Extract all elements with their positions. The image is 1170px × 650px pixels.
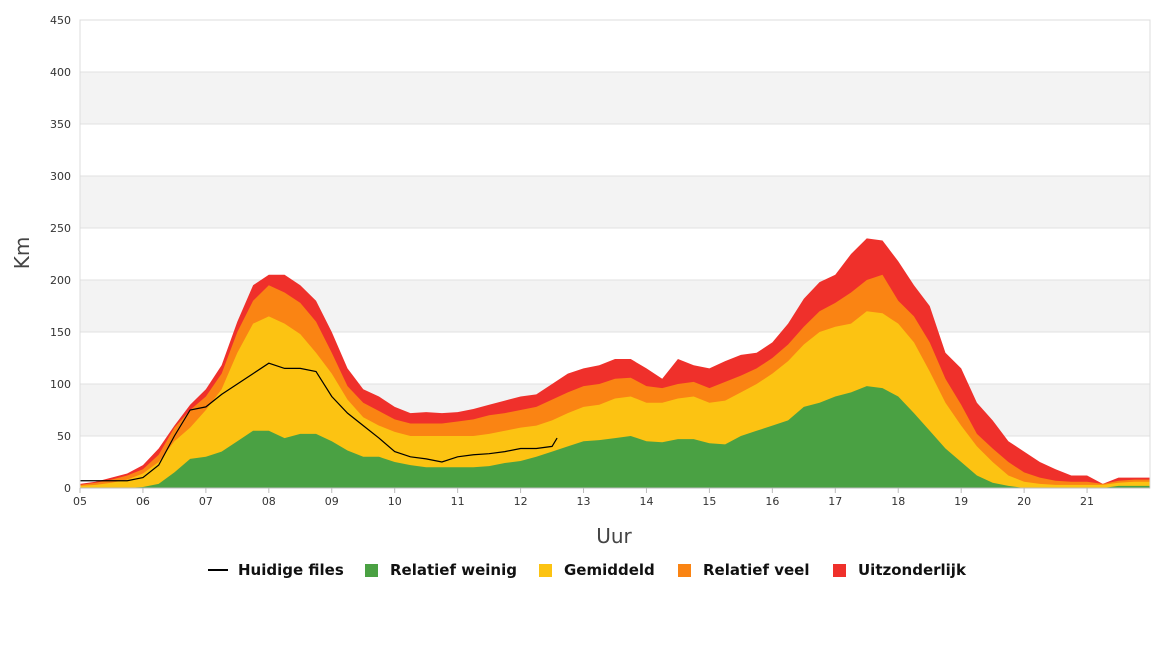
legend-item-relatief-veel[interactable]: Relatief veel [678, 561, 810, 579]
grid-band [80, 176, 1150, 228]
plot-frame [79, 19, 1151, 489]
x-tick-label: 07 [199, 495, 213, 508]
x-tick-label: 10 [388, 495, 402, 508]
legend-swatch [365, 564, 378, 577]
legend-label: Relatief weinig [390, 561, 517, 579]
x-tick-label: 15 [702, 495, 716, 508]
legend-label: Relatief veel [703, 561, 810, 579]
x-tick-label: 09 [325, 495, 339, 508]
legend: Huidige files Relatief weinig Gemiddeld Rel… [208, 561, 967, 579]
x-axis-title: Uur [596, 524, 632, 548]
y-tick-label: 400 [50, 66, 71, 79]
x-tick-label: 11 [451, 495, 465, 508]
legend-item-uitzonderlijk[interactable]: Uitzonderlijk [833, 561, 967, 579]
y-tick-label: 450 [50, 14, 71, 27]
legend-swatch [678, 564, 691, 577]
y-axis-title: Km [10, 237, 34, 270]
current-line-layer [80, 362, 558, 482]
y-tick-label: 200 [50, 274, 71, 287]
legend-item-gemiddeld[interactable]: Gemiddeld [539, 561, 655, 579]
y-tick-label: 100 [50, 378, 71, 391]
x-tick-label: 14 [639, 495, 653, 508]
x-tick-label: 06 [136, 495, 150, 508]
grid-band [80, 72, 1150, 124]
legend-swatch [833, 564, 846, 577]
x-tick-label: 12 [514, 495, 528, 508]
y-tick-label: 50 [57, 430, 71, 443]
legend-label: Gemiddeld [564, 561, 655, 579]
y-tick-label: 300 [50, 170, 71, 183]
legend-item-huidige-files[interactable]: Huidige files [208, 561, 344, 579]
legend-swatch [539, 564, 552, 577]
area-series [80, 238, 1150, 488]
x-tick-label: 21 [1080, 495, 1094, 508]
area-relatief-weinig [80, 386, 1150, 488]
x-tick-label: 17 [828, 495, 842, 508]
y-tick-label: 350 [50, 118, 71, 131]
x-tick-label: 18 [891, 495, 905, 508]
x-tick-label: 19 [954, 495, 968, 508]
x-tick-label: 16 [765, 495, 779, 508]
x-tick-label: 05 [73, 495, 87, 508]
y-tick-label: 250 [50, 222, 71, 235]
legend-label: Huidige files [238, 561, 344, 579]
y-tick-label: 0 [64, 482, 71, 495]
legend-item-relatief-weinig[interactable]: Relatief weinig [365, 561, 517, 579]
x-tick-label: 08 [262, 495, 276, 508]
y-tick-label: 150 [50, 326, 71, 339]
x-tick-label: 20 [1017, 495, 1031, 508]
x-tick-label: 13 [577, 495, 591, 508]
legend-label: Uitzonderlijk [858, 561, 967, 579]
series-line-huidige-files [80, 362, 558, 482]
x-axis-ticks: 05 06 07 08 09 10 11 12 13 14 15 16 17 18 19 20 21 [73, 488, 1094, 508]
y-axis-ticks: 0 50 100 150 200 250 300 350 400 450 [50, 14, 71, 495]
